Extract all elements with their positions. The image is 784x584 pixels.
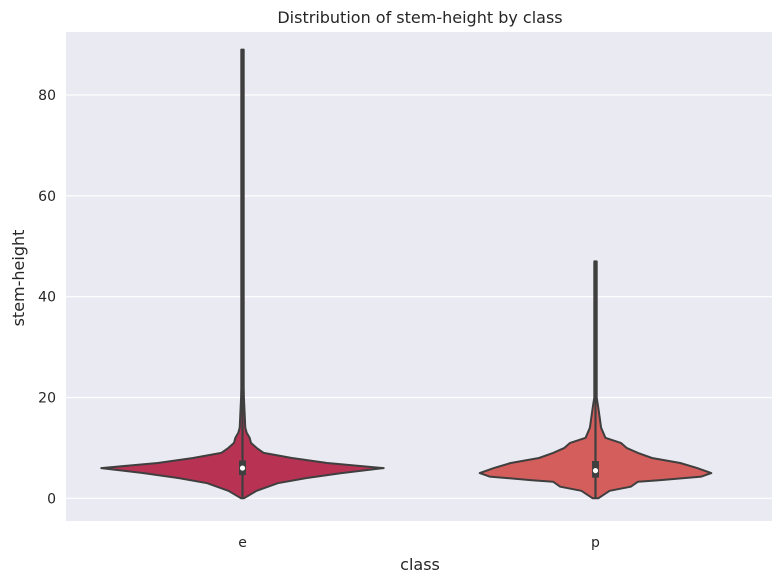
median-p: [592, 467, 599, 474]
x-tick-label-p: p: [591, 535, 600, 551]
x-tick-label-e: e: [238, 535, 247, 551]
y-tick-label: 20: [38, 390, 56, 406]
x-axis-title: class: [400, 555, 440, 574]
plot-background: [66, 32, 772, 521]
y-tick-label: 40: [38, 290, 56, 306]
chart-title: Distribution of stem-height by class: [277, 8, 562, 27]
grid-lines: [66, 94, 772, 499]
y-tick-label: 0: [47, 491, 56, 507]
y-tick-labels: 0 20 40 60 80: [38, 88, 56, 507]
y-tick-label: 60: [38, 189, 56, 205]
median-e: [239, 465, 246, 471]
y-axis-title: stem-height: [9, 230, 28, 327]
violins: [100, 48, 713, 500]
y-tick-label: 80: [38, 88, 56, 104]
